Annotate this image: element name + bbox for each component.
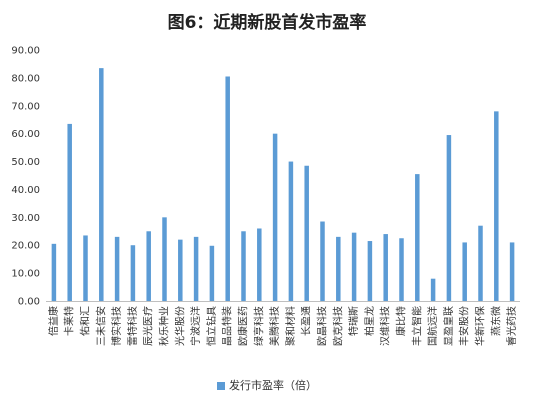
bar <box>320 221 325 301</box>
bar <box>494 111 499 301</box>
category-label: 卡莱特 <box>63 306 76 336</box>
y-tick-label: 10.00 <box>11 269 40 280</box>
bar <box>288 161 294 301</box>
bar <box>146 231 151 301</box>
bar <box>162 217 167 301</box>
category-label: 光华股份 <box>173 306 186 346</box>
category-label: 佑和汇 <box>79 306 92 336</box>
legend-label: 发行市盈率（倍） <box>229 379 317 392</box>
y-tick-label: 70.00 <box>11 101 40 112</box>
category-label: 欧康医药 <box>237 306 250 346</box>
category-label: 燕东微 <box>489 306 502 336</box>
bar <box>114 236 120 301</box>
category-label: 柏星龙 <box>363 306 376 336</box>
y-tick-label: 30.00 <box>11 213 40 224</box>
category-label: 恒立钻具 <box>205 306 218 346</box>
y-tick-label: 90.00 <box>11 46 40 57</box>
bar <box>462 242 467 301</box>
y-tick-label: 0.00 <box>18 297 40 308</box>
bar <box>383 234 388 301</box>
bar <box>99 68 104 301</box>
bar <box>209 245 215 301</box>
bar <box>193 236 199 301</box>
bar <box>509 242 515 301</box>
y-tick-label: 60.00 <box>11 129 40 140</box>
category-label: 辰光医疗 <box>142 306 155 346</box>
chart-title: 图6：近期新股首发市盈率 <box>167 13 367 33</box>
bar <box>83 235 88 301</box>
category-label: 聚和材料 <box>284 306 297 346</box>
category-label: 绿亨科技 <box>252 306 265 346</box>
category-label: 华新环保 <box>474 306 487 346</box>
category-label: 欧晶科技 <box>316 306 329 346</box>
category-label: 丰安股份 <box>458 306 471 346</box>
category-label: 丰立智能 <box>410 306 423 346</box>
bar <box>478 225 483 301</box>
category-label: 雷特科技 <box>126 306 139 346</box>
bar <box>351 232 357 301</box>
bar <box>130 245 136 301</box>
category-label: 三未信安 <box>94 306 107 346</box>
x-axis: 倍益康 卡莱特 佑和汇 三未信安 博实科技 雷特科技 辰光医疗 秋乐种业 光华股份 宁波远洋 恒立钻… <box>46 301 520 346</box>
category-label: 国航远洋 <box>426 306 439 346</box>
category-label: 康比特 <box>395 306 408 336</box>
y-tick-label: 80.00 <box>11 73 40 84</box>
bar <box>399 238 404 301</box>
legend: 发行市盈率（倍） <box>0 377 534 393</box>
legend-swatch <box>217 382 225 390</box>
bar <box>51 243 57 301</box>
bar <box>67 123 72 301</box>
bar <box>257 228 262 301</box>
y-axis: 0.00 10.00 20.00 30.00 40.00 50.00 60.00 70.00 8… <box>11 46 40 308</box>
category-label: 晶品特装 <box>221 306 234 346</box>
bar <box>367 241 373 301</box>
bar <box>336 236 341 301</box>
bar <box>225 76 230 302</box>
bar <box>241 231 246 301</box>
category-label: 睿光药技 <box>505 306 518 346</box>
bar-series <box>51 68 515 302</box>
category-label: 长盈通 <box>301 306 313 336</box>
bar <box>304 165 309 301</box>
category-label: 宁波远洋 <box>189 306 202 346</box>
category-label: 特瑞斯 <box>347 306 360 336</box>
category-label: 欧克科技 <box>331 306 344 346</box>
bar <box>178 239 183 301</box>
category-label: 博实科技 <box>110 306 123 346</box>
y-tick-label: 20.00 <box>11 241 40 252</box>
category-label: 美腾科技 <box>268 306 281 346</box>
bar <box>446 135 452 301</box>
category-label: 汉维科技 <box>379 306 392 346</box>
category-label: 显盈皇联 <box>442 306 455 346</box>
y-tick-label: 40.00 <box>11 185 40 196</box>
category-label: 秋乐种业 <box>158 306 171 346</box>
bar <box>415 174 420 301</box>
category-label: 倍益康 <box>47 306 60 336</box>
bar <box>430 278 436 301</box>
y-tick-label: 50.00 <box>11 157 40 168</box>
bar <box>272 133 278 301</box>
